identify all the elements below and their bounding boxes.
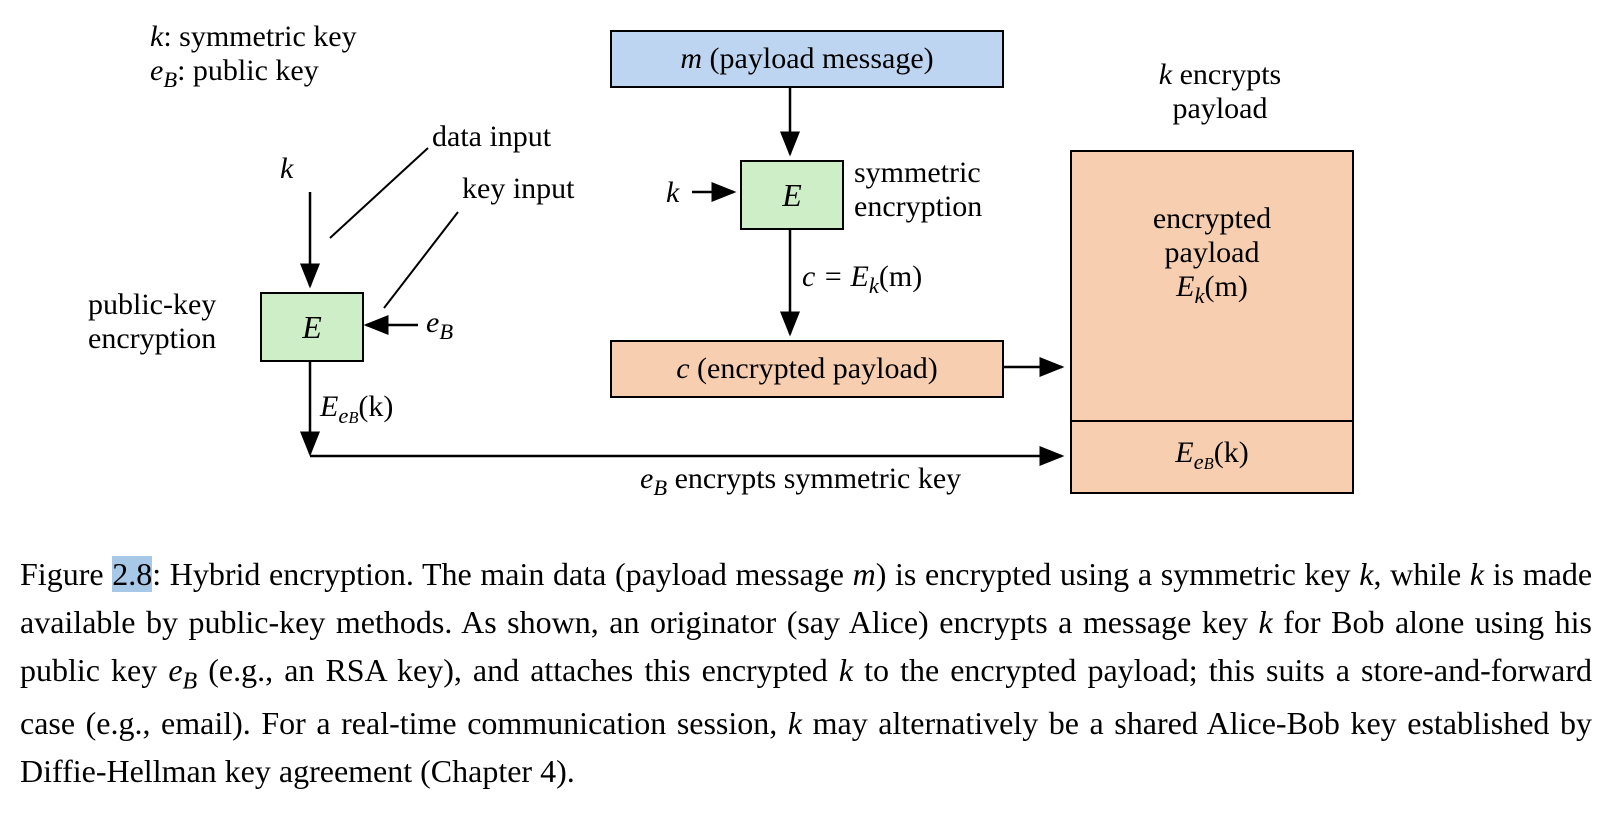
left-k-label: k bbox=[280, 152, 293, 186]
right-header-text: encrypts bbox=[1172, 58, 1281, 91]
data-input-label: data input bbox=[432, 120, 551, 154]
left-out-e: e bbox=[338, 403, 348, 428]
cap-t0: : Hybrid encryption. The main data (payl… bbox=[152, 556, 852, 592]
center-k-label: k bbox=[666, 176, 679, 210]
right-header-line2: payload bbox=[1120, 92, 1320, 126]
key-input-label: key input bbox=[462, 172, 575, 206]
legend-k: k bbox=[150, 20, 163, 53]
left-out-B: B bbox=[348, 408, 358, 427]
pubkey-line1: public-key bbox=[88, 288, 216, 322]
right-top-arg: (m) bbox=[1205, 270, 1248, 303]
left-out-E: E bbox=[320, 390, 338, 423]
sym-line1: symmetric bbox=[854, 156, 982, 190]
m-box-text: (payload message) bbox=[702, 42, 934, 75]
figure-caption: Figure 2.8: Hybrid encryption. The main … bbox=[20, 550, 1592, 795]
pubkey-encryption-label: public-key encryption bbox=[88, 288, 216, 356]
cap-t5: (e.g., an RSA key), and attaches this en… bbox=[197, 652, 839, 688]
left-eb-sub: B bbox=[439, 319, 453, 344]
right-top-sub: k bbox=[1195, 283, 1205, 308]
right-top-l2: payload bbox=[1072, 236, 1352, 270]
right-bot-B: B bbox=[1204, 454, 1214, 473]
legend-eb-desc: : public key bbox=[177, 54, 319, 87]
line-datainput bbox=[330, 148, 428, 238]
right-bot-e: e bbox=[1194, 449, 1204, 474]
right-outer-box: encrypted payload Ek(m) EeB(k) bbox=[1070, 150, 1354, 494]
right-header-k: k bbox=[1159, 58, 1172, 91]
c-eq-sub: k bbox=[869, 273, 879, 298]
left-eb-e: e bbox=[426, 306, 439, 339]
legend-eb-sub: B bbox=[163, 67, 177, 92]
cap-num: 2.8 bbox=[112, 556, 152, 592]
legend-k-desc: : symmetric key bbox=[163, 20, 356, 53]
sym-line2: encryption bbox=[854, 190, 982, 224]
left-eb-label: eB bbox=[426, 306, 453, 345]
c-box-text: (encrypted payload) bbox=[690, 352, 938, 385]
right-divider bbox=[1072, 420, 1352, 422]
c-box: c (encrypted payload) bbox=[610, 340, 1004, 398]
cap-k4: k bbox=[839, 652, 853, 688]
m-box: m (payload message) bbox=[610, 30, 1004, 88]
right-top-l1: encrypted bbox=[1072, 202, 1352, 236]
cap-m: m bbox=[853, 556, 876, 592]
c-eq-main: c = E bbox=[802, 260, 869, 293]
cap-k5: k bbox=[788, 705, 802, 741]
c-equation: c = Ek(m) bbox=[802, 260, 922, 299]
legend: k: symmetric key eB: public key bbox=[150, 20, 357, 93]
right-top-E: E bbox=[1176, 270, 1194, 303]
cap-k1: k bbox=[1359, 556, 1373, 592]
cap-k2: k bbox=[1470, 556, 1484, 592]
pubkey-line2: encryption bbox=[88, 322, 216, 356]
cap-t2: , while bbox=[1373, 556, 1469, 592]
right-header: k encrypts payload bbox=[1120, 58, 1320, 126]
E-box-left: E bbox=[260, 292, 364, 362]
c-eq-arg: (m) bbox=[879, 260, 922, 293]
legend-k-row: k: symmetric key bbox=[150, 20, 357, 54]
right-top-l3: Ek(m) bbox=[1072, 270, 1352, 309]
figure-container: k: symmetric key eB: public key k data i… bbox=[20, 20, 1592, 795]
bottom-arrow-label: eB encrypts symmetric key bbox=[640, 462, 961, 501]
diagram-area: k: symmetric key eB: public key k data i… bbox=[20, 20, 1592, 540]
line-keyinput bbox=[384, 212, 458, 308]
cap-k3: k bbox=[1259, 604, 1273, 640]
left-output-label: EeB(k) bbox=[320, 390, 393, 429]
legend-eb: e bbox=[150, 54, 163, 87]
E-box-center: E bbox=[740, 160, 844, 230]
symmetric-encryption-label: symmetric encryption bbox=[854, 156, 982, 224]
right-top-label: encrypted payload Ek(m) bbox=[1072, 202, 1352, 309]
legend-eb-row: eB: public key bbox=[150, 54, 357, 93]
bal-text: encrypts symmetric key bbox=[667, 462, 961, 495]
bal-sub: B bbox=[653, 475, 667, 500]
left-out-arg: (k) bbox=[358, 390, 393, 423]
right-header-line1: k encrypts bbox=[1120, 58, 1320, 92]
right-bottom-label: EeB(k) bbox=[1072, 436, 1352, 475]
right-bot-arg: (k) bbox=[1214, 436, 1249, 469]
m-box-m: m bbox=[680, 42, 702, 75]
right-bot-E: E bbox=[1175, 436, 1193, 469]
bal-e: e bbox=[640, 462, 653, 495]
cap-eb: e bbox=[168, 652, 182, 688]
cap-t1: ) is encrypted using a symmetric key bbox=[876, 556, 1360, 592]
cap-eb-sub: B bbox=[183, 668, 198, 694]
c-box-c: c bbox=[676, 352, 689, 385]
cap-fig: Figure bbox=[20, 556, 112, 592]
